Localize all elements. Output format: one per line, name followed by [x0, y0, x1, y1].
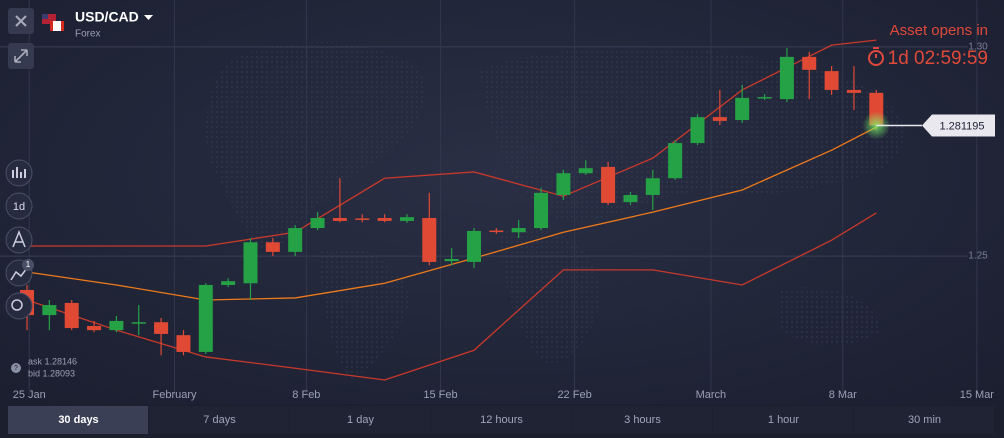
candle-body [377, 217, 392, 221]
x-tick-label: February [152, 389, 197, 401]
timeframe-tab[interactable] [290, 406, 430, 434]
candle-body [87, 325, 102, 331]
timeframe-tab[interactable] [572, 406, 712, 434]
candle-body [176, 335, 191, 352]
help-mark: ? [14, 365, 18, 372]
asset-dropdown[interactable] [144, 15, 153, 20]
timeframe-label: 30 days [58, 414, 98, 426]
price-tag [922, 114, 995, 137]
candle-body [712, 117, 727, 121]
candle-body [757, 97, 772, 99]
x-tick-label: 22 Feb [557, 389, 591, 401]
timeframe-label: 12 hours [480, 414, 523, 426]
band-line [26, 212, 877, 381]
drawing-icon [12, 229, 26, 248]
timeframe-tabs: 30 days 7 days 1 day 12 hours 3 hours 1 hour 3… [8, 406, 994, 434]
timeframe-tab[interactable] [149, 406, 289, 434]
candle-body [690, 117, 705, 144]
candle-body [243, 242, 258, 284]
chart-type-icon [12, 167, 26, 178]
band-line [26, 39, 877, 247]
candle-body [668, 143, 683, 179]
candle-body [623, 194, 638, 203]
candle-body [42, 305, 57, 316]
timeframe-tab[interactable] [854, 406, 994, 434]
candle-body [109, 320, 124, 331]
timeframe-tab[interactable] [713, 406, 853, 434]
candle-body [64, 302, 79, 329]
timeframe-tab[interactable] [8, 406, 148, 434]
candle-body [332, 217, 347, 221]
candle-body [735, 97, 750, 121]
candle-body [534, 192, 549, 229]
asset-open-notice: Asset opens in [890, 22, 988, 39]
candle-body [645, 178, 660, 195]
signals-button[interactable] [5, 292, 33, 320]
candle-body [556, 173, 571, 195]
candle-body [779, 56, 794, 100]
candle-body [601, 166, 616, 203]
collapse-icon [14, 49, 28, 63]
help-icon[interactable] [11, 363, 21, 373]
signals-icon [11, 299, 23, 311]
candle-body [198, 284, 213, 352]
candle-body [444, 259, 459, 262]
candle-body [511, 228, 526, 233]
close-icon [15, 15, 27, 27]
candle-body [131, 322, 146, 324]
candle-body [310, 217, 325, 229]
candle-body [489, 230, 504, 233]
asset-symbol[interactable]: USD/CAD [75, 9, 139, 25]
candle-body [578, 168, 593, 174]
ask-price: ask 1.28146 [28, 356, 77, 366]
timer-icon [868, 47, 884, 66]
chart-type-button[interactable] [5, 159, 33, 187]
price-label: 1.281195 [939, 120, 984, 132]
candle-body [265, 242, 280, 252]
indicator-badge [22, 259, 34, 271]
bid-price: bid 1.28093 [28, 368, 75, 378]
candle-body [466, 230, 481, 262]
y-tick-label: 1.30 [968, 41, 988, 52]
candle-body [288, 228, 303, 252]
timeframe-label: 30 min [908, 414, 941, 426]
left-toolbar: 1d 1 [5, 159, 34, 320]
asset-market: Forex [75, 29, 101, 40]
x-tick-label: 8 Feb [292, 389, 320, 401]
x-tick-label: 25 Jan [13, 389, 46, 401]
x-tick-label: March [696, 389, 727, 401]
timeframe-label: 1 hour [768, 414, 800, 426]
timeframe-label: 1 day [347, 414, 374, 426]
timeframe-tab[interactable] [431, 406, 571, 434]
candle-body [846, 89, 861, 93]
candle-body [221, 281, 236, 285]
y-tick-label: 1.25 [968, 251, 988, 262]
interval-button[interactable] [5, 192, 33, 220]
x-tick-label: 15 Feb [423, 389, 457, 401]
interval-label: 1d [13, 201, 25, 213]
indicator-count: 1 [26, 260, 31, 269]
candle-body [824, 71, 839, 90]
candle-body [355, 218, 370, 220]
x-tick-label: 15 Mar [960, 389, 995, 401]
timeframe-label: 3 hours [624, 414, 661, 426]
candle-body [802, 56, 817, 70]
countdown: 1d 02:59:59 [888, 48, 988, 69]
candle-body [422, 217, 437, 262]
timeframe-label: 7 days [203, 414, 236, 426]
x-tick-label: 8 Mar [829, 389, 857, 401]
flags [42, 14, 64, 31]
candle-body [154, 322, 169, 334]
indicators-icon [10, 267, 28, 281]
candle-body [399, 217, 414, 221]
